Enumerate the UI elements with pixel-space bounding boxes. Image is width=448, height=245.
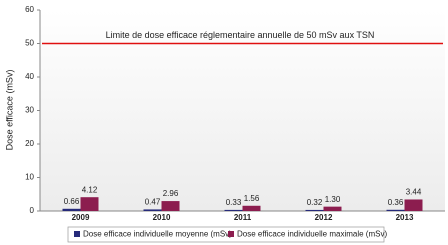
bar	[62, 208, 81, 211]
bar	[143, 209, 162, 211]
y-tick-label: 30	[25, 106, 34, 115]
bar	[323, 206, 342, 211]
data-label: 1.56	[244, 194, 260, 203]
legend-swatch	[228, 231, 234, 237]
plot-area	[40, 10, 445, 211]
x-tick-label: 2009	[72, 213, 90, 222]
x-tick-label: 2011	[234, 213, 252, 222]
bar	[404, 199, 423, 211]
y-tick-label: 20	[25, 139, 34, 148]
data-label: 0.47	[145, 198, 161, 207]
bar	[242, 205, 261, 211]
bar	[386, 209, 405, 211]
bar	[80, 197, 99, 211]
legend-swatch	[74, 231, 80, 237]
data-label: 1.30	[325, 195, 341, 204]
y-tick-label: 60	[25, 5, 34, 14]
bar	[305, 209, 324, 211]
data-label: 2.96	[163, 189, 179, 198]
legend-label: Dose efficace individuelle moyenne (mSv)	[83, 230, 232, 239]
legend	[67, 226, 385, 243]
y-tick-label: 50	[25, 39, 34, 48]
data-label: 3.44	[406, 188, 422, 197]
x-tick-label: 2013	[396, 213, 414, 222]
data-label: 0.33	[226, 198, 242, 207]
x-tick-label: 2010	[153, 213, 171, 222]
bar	[224, 209, 243, 211]
y-tick-label: 10	[25, 173, 34, 182]
bar	[161, 201, 180, 211]
data-label: 0.36	[388, 198, 404, 207]
y-axis-label: Dose efficace (mSv)	[4, 70, 14, 151]
y-tick-label: 0	[30, 206, 35, 215]
x-tick-label: 2012	[315, 213, 333, 222]
data-label: 4.12	[82, 185, 98, 194]
data-label: 0.66	[64, 197, 80, 206]
legend-label: Dose efficace individuelle maximale (mSv…	[237, 230, 387, 239]
y-tick-label: 40	[25, 72, 34, 81]
reference-label: Limite de dose efficace réglementaire an…	[106, 30, 375, 40]
data-label: 0.32	[307, 198, 323, 207]
